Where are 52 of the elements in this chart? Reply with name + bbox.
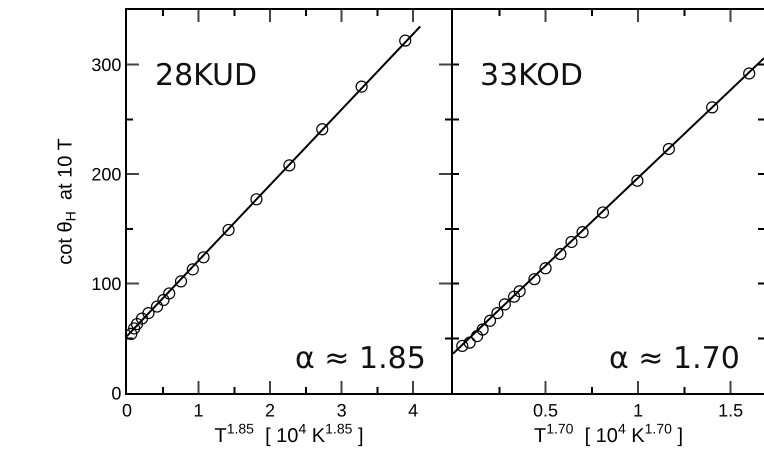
point	[464, 336, 476, 349]
point	[174, 275, 188, 288]
point	[250, 193, 263, 206]
x-tick-label: 1.5	[718, 400, 744, 421]
point	[514, 285, 526, 298]
y-tick-label: 0	[111, 383, 122, 404]
x-axis-title: T$^{1.85}$ [ 10$^{4}$ K$^{1.85}$ ]	[214, 420, 364, 447]
annotation: α ≈ 1.85	[295, 341, 426, 376]
point	[554, 248, 566, 260]
x-tick-label: 2	[265, 400, 276, 421]
point	[631, 174, 644, 187]
point	[498, 298, 511, 310]
point	[539, 262, 552, 274]
point	[662, 142, 675, 156]
point	[157, 294, 170, 306]
point	[316, 123, 328, 136]
point	[197, 251, 210, 264]
y-tick-label: 300	[91, 55, 122, 76]
point	[576, 226, 589, 238]
x-tick-label: 1	[633, 400, 644, 421]
point	[356, 80, 368, 93]
x-tick-label: 1	[194, 400, 204, 421]
point	[508, 290, 520, 303]
point	[163, 287, 176, 300]
point	[222, 224, 235, 236]
point	[283, 159, 296, 172]
point	[565, 236, 578, 248]
annotation: α ≈ 1.70	[609, 341, 740, 376]
point	[128, 322, 140, 335]
point	[142, 307, 155, 320]
point	[186, 263, 199, 276]
point	[456, 340, 468, 352]
point	[136, 312, 148, 325]
point	[706, 101, 718, 114]
y-tick-label: 200	[91, 164, 122, 184]
point	[130, 318, 144, 330]
x-tick-label: 3	[336, 400, 347, 421]
x-tick-label: 4	[408, 400, 418, 421]
x-tick-label: 0.5	[533, 400, 558, 421]
x-axis-title: T$^{1.70}$ [ 10$^{4}$ K$^{1.70}$ ]	[534, 420, 684, 447]
y-tick-label: 100	[91, 274, 122, 294]
point	[596, 206, 610, 219]
point	[150, 300, 164, 313]
point	[491, 307, 504, 320]
point	[399, 34, 412, 47]
annotation: 33KOD	[480, 58, 583, 93]
point	[484, 314, 496, 327]
point	[743, 67, 756, 80]
point	[476, 323, 489, 336]
point	[528, 273, 541, 286]
point	[470, 330, 484, 342]
annotation: 28KUD	[155, 58, 258, 93]
